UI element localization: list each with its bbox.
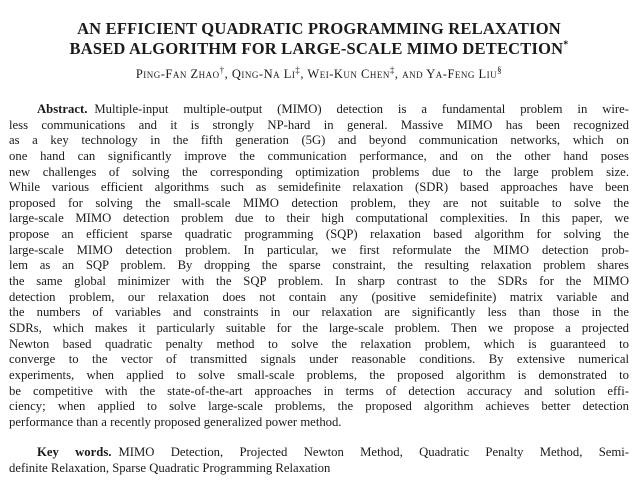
abstract-line: the numbers of variables and constraints… — [9, 305, 629, 320]
title-line-2-text: BASED ALGORITHM FOR LARGE-SCALE MIMO DET… — [69, 39, 564, 58]
abstract-line: ciency; when applied to solve large-scal… — [9, 399, 629, 414]
abstract-line: While various efficient algorithms such … — [9, 180, 629, 195]
abstract-line: SDRs, which makes it particularly suitab… — [9, 320, 629, 335]
author-line: Ping-Fan Zhao†, Qing-Na Li‡, Wei-Kun Che… — [135, 64, 503, 81]
abstract-heading: Abstract. — [37, 102, 88, 116]
abstract-line: Newton based quadratic penalty method to… — [9, 336, 629, 351]
abstract-line: proposed for solving the small-scale MIM… — [9, 195, 629, 210]
abstract-line: be competitive with the state-of-the-art… — [9, 383, 629, 398]
abstract-line: new challenges of solving the correspond… — [9, 164, 629, 179]
keywords-section: Key words. MIMO Detection, Projected Newt… — [9, 445, 629, 476]
author-name: Wei-Kun Chen — [307, 67, 390, 81]
author-name: and Ya-Feng Liu — [402, 67, 498, 81]
abstract-line: converge to the vector of transmitted si… — [9, 352, 629, 367]
paper-title: AN EFFICIENT QUADRATIC PROGRAMMING RELAX… — [9, 19, 629, 59]
abstract-line: large-scale MIMO detection problem due t… — [9, 211, 629, 226]
keywords-heading: Key words. — [37, 445, 112, 460]
abstract-line: Abstract. Multiple-input multiple-output … — [37, 102, 629, 116]
abstract-line: less communications and it is strongly N… — [9, 117, 629, 132]
title-line-1: AN EFFICIENT QUADRATIC PROGRAMMING RELAX… — [77, 19, 561, 38]
author-name: Ping-Fan Zhao — [135, 67, 220, 81]
abstract-line: one hand can significantly improve the c… — [9, 148, 629, 163]
abstract-line: experiments, when applied to solve small… — [9, 367, 629, 382]
keywords-line: Key words. MIMO Detection, Projected Newt… — [37, 445, 629, 460]
abstract-line: as a key technology in the fifth generat… — [9, 133, 629, 148]
abstract-line: the same global minimizer with the SQP p… — [9, 274, 629, 289]
author-name: Qing-Na Li — [231, 67, 296, 81]
keywords-line: definite Relaxation, Sparse Quadratic Pr… — [9, 461, 331, 476]
author-footnote-mark: ‡ — [295, 64, 301, 75]
abstract-line: performance than a recently proposed gen… — [9, 414, 342, 429]
title-line-2: BASED ALGORITHM FOR LARGE-SCALE MIMO DET… — [9, 39, 629, 59]
author-footnote-mark: ‡ — [389, 64, 395, 75]
author-footnote-mark: † — [219, 64, 225, 75]
title-footnote-mark: * — [563, 39, 569, 51]
abstract-section: Abstract. Multiple-input multiple-output … — [9, 102, 629, 430]
abstract-line: lem as an SQP problem. By dropping the s… — [9, 258, 629, 273]
abstract-line: large-scale MIMO detection problem. In p… — [9, 242, 629, 257]
abstract-line: propose an efficient sparse quadratic pr… — [9, 227, 629, 242]
author-footnote-mark: § — [497, 64, 503, 75]
abstract-line: detection problem, our relaxation does n… — [9, 289, 629, 304]
